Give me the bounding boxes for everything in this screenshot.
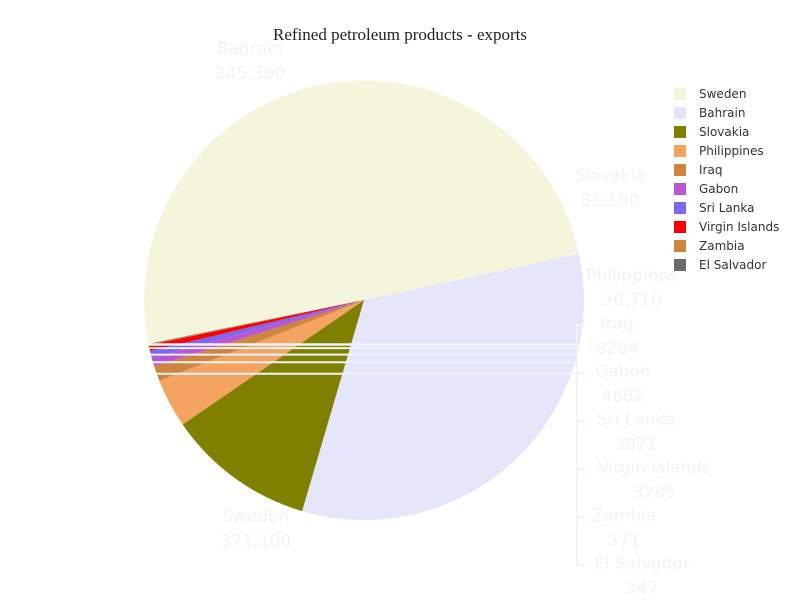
legend-label-el-salvador[interactable]: El Salvador xyxy=(699,258,766,272)
slice-value-virgin-islands: 3285 xyxy=(632,483,675,503)
slice-value-bahrain: 245,300 xyxy=(215,64,285,84)
legend-swatch-slovakia[interactable] xyxy=(674,126,686,138)
pie-slice-el-salvador xyxy=(148,300,364,345)
slice-labels: Sweden 371,100 Bahrain 245,300 Slovakia 81,10… xyxy=(215,39,711,599)
slice-label-sri-lanka: Sri Lanka xyxy=(597,410,676,430)
slice-label-el-salvador: El Salvador xyxy=(594,554,689,574)
slice-label-slovakia: Slovakia xyxy=(574,166,645,186)
pie-slice-gabon xyxy=(151,300,364,367)
legend-label-virgin-islands[interactable]: Virgin Islands xyxy=(699,220,779,234)
slice-label-sweden: Sweden xyxy=(222,507,289,527)
legend-label-slovakia[interactable]: Slovakia xyxy=(699,125,749,139)
legend-label-philippines[interactable]: Philippines xyxy=(699,144,764,158)
label-leader-lines xyxy=(148,324,585,566)
legend-label-gabon[interactable]: Gabon xyxy=(699,182,738,196)
chart-title: Refined petroleum products - exports xyxy=(273,25,527,44)
legend-label-zambia[interactable]: Zambia xyxy=(699,239,745,253)
legend-swatch-iraq[interactable] xyxy=(674,164,686,176)
slice-value-slovakia: 81,100 xyxy=(580,191,639,211)
legend-swatch-virgin-islands[interactable] xyxy=(674,221,686,233)
slice-value-el-salvador: 347 xyxy=(626,579,658,599)
legend-label-sri-lanka[interactable]: Sri Lanka xyxy=(699,201,754,215)
legend-swatch-sri-lanka[interactable] xyxy=(674,202,686,214)
legend-label-sweden[interactable]: Sweden xyxy=(699,87,746,101)
slice-value-zambia: 371 xyxy=(608,531,640,551)
pie-slice-virgin-islands xyxy=(148,300,364,352)
slice-label-gabon: Gabon xyxy=(595,362,651,382)
pie-slice-slovakia xyxy=(182,300,364,512)
slice-label-bahrain: Bahrain xyxy=(217,39,283,59)
slice-label-virgin-islands: Virgin Islands xyxy=(597,458,711,478)
legend-swatch-zambia[interactable] xyxy=(674,240,686,252)
leader-line-el-salvador xyxy=(148,343,585,566)
legend-swatch-gabon[interactable] xyxy=(674,183,686,195)
pie-slice-iraq xyxy=(154,300,364,381)
pie-slice-bahrain xyxy=(302,253,584,521)
pie-slices xyxy=(144,80,584,521)
legend-swatch-bahrain[interactable] xyxy=(674,107,686,119)
slice-label-philippines: Philippines xyxy=(586,266,678,286)
slice-label-zambia: Zambia xyxy=(592,506,657,526)
legend-swatch-sweden[interactable] xyxy=(674,88,686,100)
legend-swatch-el-salvador[interactable] xyxy=(674,259,686,271)
legend-swatch-philippines[interactable] xyxy=(674,145,686,157)
slice-value-sri-lanka: 3871 xyxy=(614,435,657,455)
legend-label-bahrain[interactable]: Bahrain xyxy=(699,106,745,120)
pie-slice-sweden xyxy=(144,80,580,344)
slice-value-sweden: 371,100 xyxy=(221,532,291,552)
slice-value-philippines: 26,710 xyxy=(602,291,661,311)
pie-slice-zambia xyxy=(148,300,364,346)
legend-label-iraq[interactable]: Iraq xyxy=(699,163,722,177)
legend: Sweden Bahrain Slovakia Philippines Iraq Gabo… xyxy=(674,87,779,272)
slice-value-gabon: 4662 xyxy=(601,387,644,407)
slice-label-iraq: Iraq xyxy=(600,314,633,334)
slice-value-iraq: 8284 xyxy=(595,339,638,359)
